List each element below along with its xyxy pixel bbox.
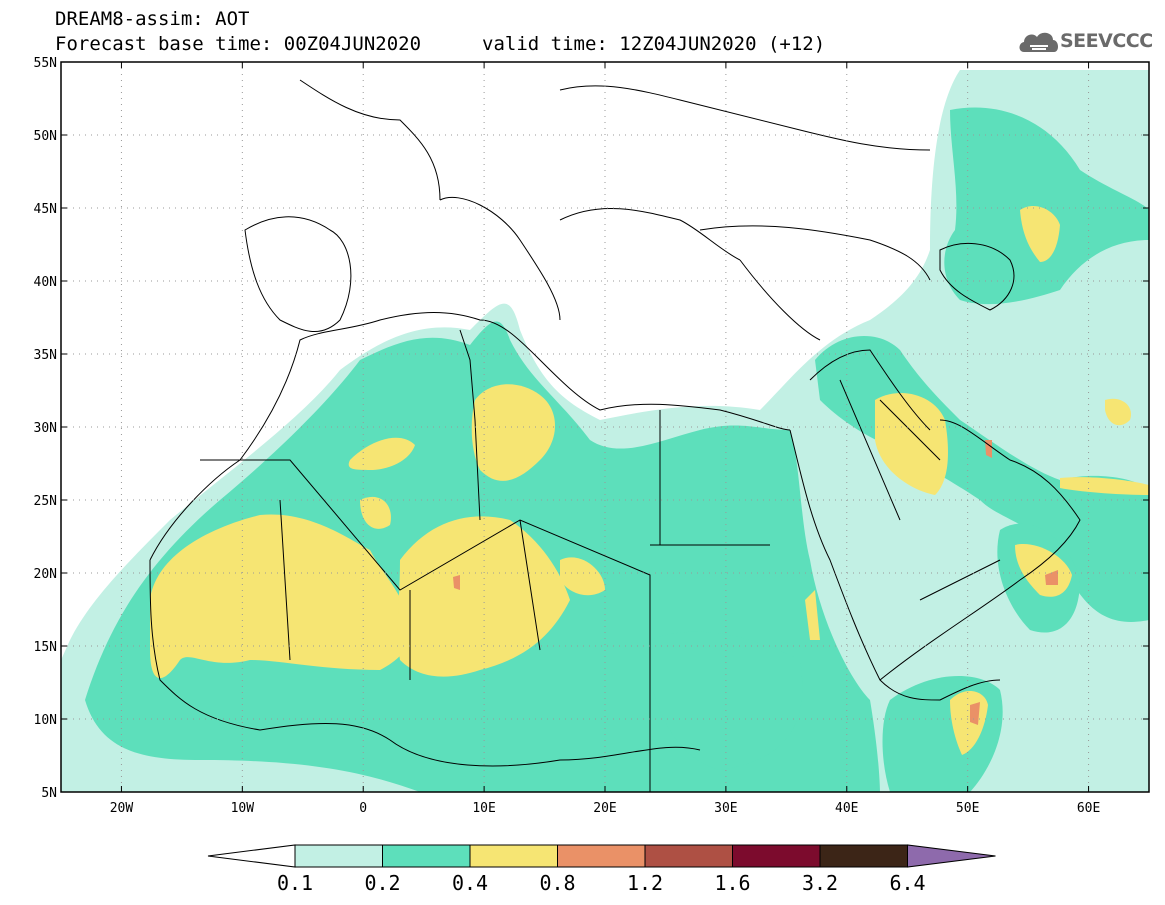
lon-label: 40E bbox=[835, 801, 858, 816]
colorbar-arrow-low bbox=[207, 844, 296, 868]
lat-label: 20N bbox=[34, 567, 57, 582]
colorbar-swatch bbox=[382, 844, 471, 868]
lat-label: 50N bbox=[34, 129, 57, 144]
colorbar-swatch bbox=[732, 844, 821, 868]
map-title: DREAM8-assim: AOT bbox=[55, 8, 250, 30]
lon-label: 50E bbox=[956, 801, 979, 816]
colorbar-swatch bbox=[557, 844, 646, 868]
colorbar-swatch bbox=[819, 844, 908, 868]
lat-label: 35N bbox=[34, 348, 57, 363]
lon-label: 60E bbox=[1077, 801, 1100, 816]
lon-label: 10E bbox=[472, 801, 495, 816]
lon-label: 0 bbox=[359, 801, 367, 816]
colorbar-level: 0.1 bbox=[277, 871, 313, 895]
colorbar-level: 0.4 bbox=[452, 871, 488, 895]
lat-label: 10N bbox=[34, 713, 57, 728]
lon-label: 20E bbox=[593, 801, 616, 816]
colorbar-level: 0.8 bbox=[539, 871, 575, 895]
valid-time: valid time: 12Z04JUN2020 (+12) bbox=[482, 33, 826, 55]
colorbar-arrow-high bbox=[907, 844, 996, 868]
logo-text: SEEVCCC bbox=[1060, 30, 1153, 52]
colorbar-level: 3.2 bbox=[802, 871, 838, 895]
longitude-labels: 20W 10W 0 10E 20E 30E 40E 50E 60E bbox=[110, 801, 1101, 816]
colorbar-level: 1.2 bbox=[627, 871, 663, 895]
axis-ticks bbox=[61, 61, 1149, 793]
aot-field bbox=[61, 70, 1149, 792]
lat-label: 15N bbox=[34, 640, 57, 655]
lat-label: 45N bbox=[34, 202, 57, 217]
colorbar-swatch bbox=[644, 844, 733, 868]
lon-label: 20W bbox=[110, 801, 134, 816]
latitude-labels: 55N 50N 45N 40N 35N 30N 25N 20N 15N 10N 5N bbox=[34, 56, 57, 801]
lat-label: 25N bbox=[34, 494, 57, 509]
map-grid bbox=[61, 62, 1149, 792]
colorbar-level: 0.2 bbox=[364, 871, 400, 895]
lat-label: 40N bbox=[34, 275, 57, 290]
colorbar-level: 6.4 bbox=[889, 871, 925, 895]
lat-label: 5N bbox=[41, 786, 57, 801]
colorbar-swatch bbox=[294, 844, 383, 868]
lon-label: 10W bbox=[231, 801, 255, 816]
colorbar-level: 1.6 bbox=[714, 871, 750, 895]
cloud-icon bbox=[1019, 32, 1059, 52]
lon-label: 30E bbox=[714, 801, 737, 816]
colorbar-swatch bbox=[469, 844, 558, 868]
colorbar-labels: 0.1 0.2 0.4 0.8 1.2 1.6 3.2 6.4 bbox=[277, 871, 926, 895]
forecast-base-time: Forecast base time: 00Z04JUN2020 bbox=[55, 33, 422, 55]
coastlines bbox=[149, 79, 1081, 792]
lat-label: 30N bbox=[34, 421, 57, 436]
lat-label: 55N bbox=[34, 56, 57, 71]
colorbar bbox=[207, 844, 996, 868]
